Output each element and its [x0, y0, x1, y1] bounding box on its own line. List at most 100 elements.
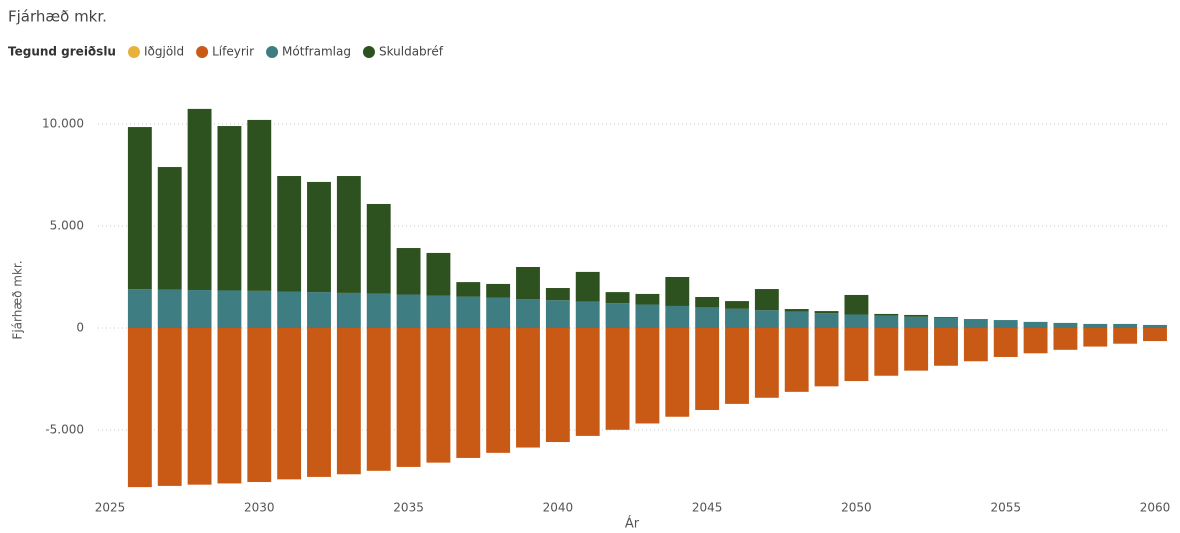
bar-segment — [127, 289, 152, 328]
bar-segment — [396, 328, 421, 467]
x-tick-label: 2025 — [95, 501, 126, 515]
x-tick-label: 2040 — [543, 501, 574, 515]
bar-segment — [1023, 328, 1048, 354]
legend-label: Lífeyrir — [212, 45, 254, 59]
legend-label: Skuldabréf — [379, 45, 444, 59]
y-tick-label: -5.000 — [45, 423, 84, 437]
bar-segment — [575, 301, 600, 328]
y-tick-label: 5.000 — [50, 219, 84, 233]
bar-segment — [874, 315, 899, 328]
bar-segment — [934, 328, 958, 366]
bar-segment — [277, 176, 302, 292]
bar-segment — [934, 316, 958, 318]
bar-segment — [754, 289, 779, 311]
legend-label: Mótframlag — [282, 45, 351, 59]
y-tick-label: 0 — [76, 321, 84, 335]
bar-segment — [725, 308, 749, 328]
bar-segment — [187, 108, 212, 291]
bar-segment — [396, 294, 421, 328]
bar-segment — [426, 295, 451, 328]
bar-segment — [993, 320, 1018, 328]
bar-segment — [874, 313, 899, 316]
bar-segment — [993, 328, 1018, 357]
bar-segment — [307, 181, 331, 293]
x-tick-label: 2050 — [841, 501, 872, 515]
bar-segment — [754, 328, 779, 398]
bar-segment — [1113, 323, 1138, 328]
bar-segment — [814, 311, 839, 314]
bar-segment — [187, 290, 212, 328]
legend-label: Iðgjöld — [144, 45, 184, 59]
y-tick-label: 10.000 — [42, 117, 84, 131]
bar-segment — [665, 277, 690, 306]
bar-segment — [1053, 328, 1078, 350]
legend-marker — [196, 46, 209, 58]
bar-segment — [1083, 328, 1108, 347]
bar-segment — [1143, 324, 1167, 328]
bar-segment — [336, 292, 361, 328]
x-tick-label: 2035 — [393, 501, 424, 515]
legend-marker — [362, 46, 375, 58]
bar-segment — [545, 288, 570, 301]
bar-segment — [904, 328, 929, 371]
bar-segment — [247, 290, 272, 328]
bar-segment — [814, 313, 839, 328]
bar-segment — [217, 290, 242, 328]
bar-segment — [784, 311, 809, 328]
bar-segment — [1023, 321, 1048, 328]
bar-segment — [1083, 323, 1108, 328]
bar-segment — [217, 126, 242, 291]
bar-segment — [754, 310, 779, 328]
bar-segment — [635, 304, 660, 328]
bar-segment — [396, 248, 421, 295]
bar-segment — [545, 300, 570, 328]
bar-segment — [187, 328, 212, 485]
bar-segment — [814, 328, 839, 387]
bar-segment — [1143, 328, 1167, 342]
bar-segment — [575, 271, 600, 302]
bar-segment — [605, 328, 630, 430]
bar-segment — [516, 328, 540, 448]
bar-segment — [575, 328, 600, 436]
bar-segment — [277, 328, 302, 480]
bar-segment — [426, 252, 451, 296]
bar-segment — [545, 328, 570, 443]
bar-segment — [605, 303, 630, 328]
legend-title: Tegund greiðslu — [8, 45, 116, 59]
bar-segment — [635, 293, 660, 305]
bar-segment — [725, 301, 749, 309]
bar-segment — [157, 167, 182, 290]
y-axis-label: Fjárhæð mkr. — [11, 260, 25, 339]
bar-segment — [516, 299, 540, 328]
bar-segment — [963, 319, 988, 328]
bar-segment — [426, 328, 451, 463]
bar-segment — [217, 328, 242, 484]
bar-segment — [695, 296, 720, 308]
bar-segment — [456, 282, 481, 297]
bar-segment — [665, 328, 690, 417]
bar-segment — [127, 127, 152, 290]
bar-segment — [963, 328, 988, 362]
bar-segment — [1053, 322, 1078, 328]
bar-segment — [307, 292, 331, 328]
bar-segment — [844, 314, 869, 328]
bar-segment — [307, 328, 331, 477]
x-tick-label: 2055 — [990, 501, 1021, 515]
bar-segment — [157, 328, 182, 486]
bar-segment — [277, 291, 302, 328]
bar-segment — [725, 328, 749, 404]
legend-marker — [127, 46, 140, 58]
bar-segment — [665, 305, 690, 328]
x-tick-label: 2030 — [244, 501, 275, 515]
bar-segment — [934, 317, 958, 328]
bar-segment — [844, 328, 869, 382]
bar-segment — [456, 296, 481, 328]
bar-segment — [336, 176, 361, 293]
bar-segment — [366, 293, 391, 328]
bar-segment — [366, 203, 391, 294]
bar-segment — [247, 119, 272, 291]
bar-segment — [904, 316, 929, 328]
bar-segment — [127, 328, 152, 488]
bar-segment — [605, 292, 630, 304]
